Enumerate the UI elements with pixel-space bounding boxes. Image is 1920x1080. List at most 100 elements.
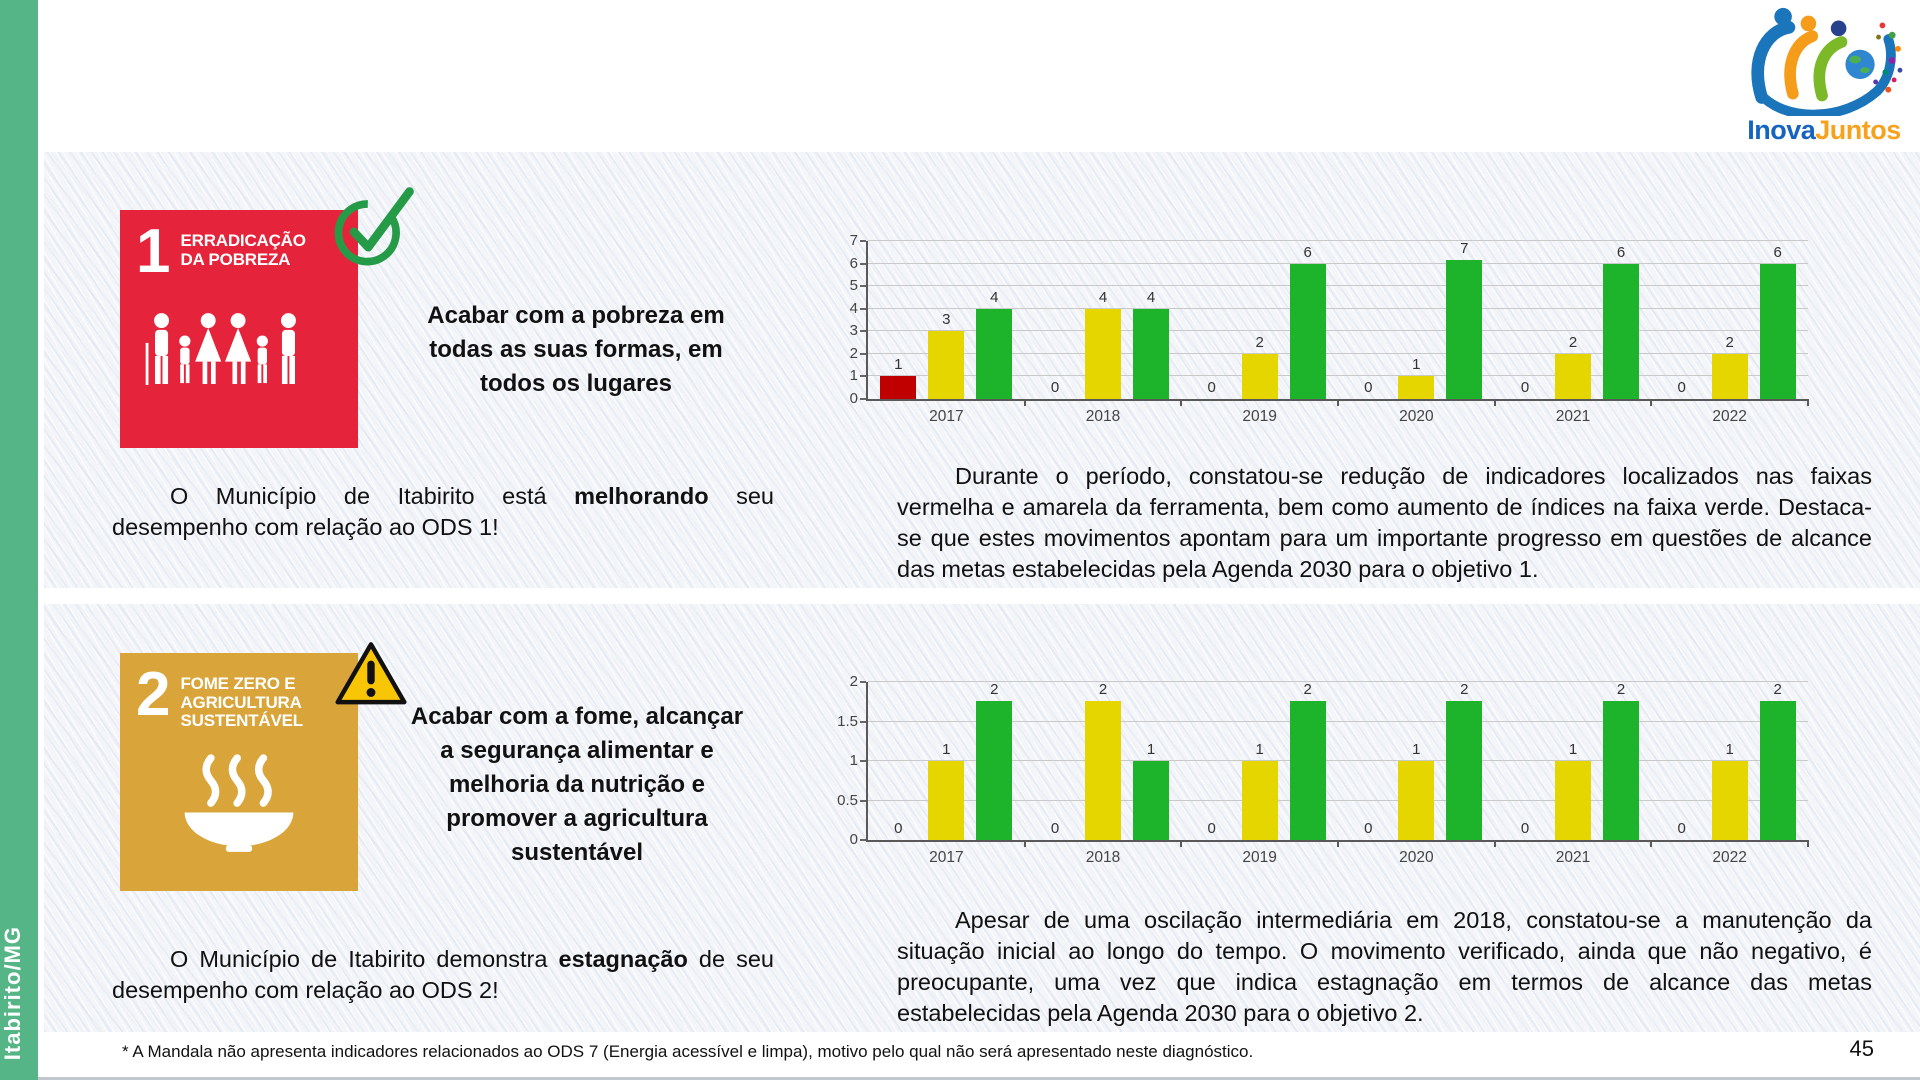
y-tick-label: 0.5	[837, 791, 858, 809]
bar-group: 0 2 1 2018	[1025, 681, 1182, 866]
faixa-vermelha-slot: 1	[880, 241, 917, 399]
bar-value-label: 2	[1098, 681, 1108, 698]
ods2-headline-line3: melhoria da nutrição e	[448, 771, 706, 798]
check-icon	[330, 180, 418, 281]
y-tick-mark	[860, 375, 866, 378]
sdg2-title-line1: FOME ZERO E	[180, 674, 296, 693]
sdg2-title-line2: AGRICULTURA	[180, 692, 302, 712]
gridline	[868, 285, 1808, 287]
bar-value-label: 0	[1207, 820, 1216, 837]
x-tick-label: 2020	[1399, 408, 1434, 425]
left-rail: Itabirito/MG	[0, 0, 38, 1080]
faixa-verde-slot: 2	[1446, 681, 1483, 840]
bar-value-label: 1	[1412, 356, 1421, 374]
sdg1-title-line1: ERRADICAÇÃO	[180, 231, 306, 250]
faixa-amarela-slot: 2	[1554, 241, 1591, 399]
ods2-chart-yaxis: 0 0.5 1 1.5 2	[818, 673, 866, 848]
x-tick-mark	[1337, 399, 1339, 406]
faixa-vermelha-slot: 0	[1350, 241, 1386, 399]
faixa-verde-bar	[1446, 701, 1483, 840]
faixa-verde-bar	[976, 701, 1013, 840]
faixa-verde-slot: 2	[1602, 682, 1639, 840]
faixa-vermelha-slot: 0	[1507, 241, 1543, 399]
sdg2-number: 2	[136, 660, 171, 729]
bar-value-label: 1	[1725, 741, 1734, 758]
ods2-summary: O Município de Itabirito demonstra estag…	[112, 944, 774, 1006]
faixa-verde-slot: 2	[976, 681, 1013, 840]
sdg2-badge: 2 FOME ZERO E AGRICULTURA SUSTENTÁVEL	[120, 653, 358, 891]
y-tick-label: 7	[849, 232, 858, 249]
faixa-amarela-bar	[1554, 353, 1591, 399]
bar-group: 0 1 7 2020	[1338, 240, 1495, 425]
faixa-verde-slot: 6	[1759, 241, 1796, 399]
ods1-headline-line1: Acabar com a pobreza em	[427, 302, 725, 329]
faixa-vermelha-slot: 0	[1507, 682, 1543, 840]
y-tick-mark	[860, 307, 866, 310]
bar-value-label: 2	[1460, 681, 1469, 698]
bar-value-label: 7	[1460, 240, 1469, 257]
faixa-verde-slot: 4	[976, 241, 1013, 399]
gridline	[868, 681, 1808, 682]
faixa-verde-bar	[976, 308, 1013, 399]
faixa-amarela-slot: 1	[1711, 682, 1748, 840]
y-tick-label: 4	[849, 299, 858, 317]
faixa-verde-bar	[1289, 263, 1326, 399]
faixa-vermelha-slot: 0	[880, 682, 916, 840]
faixa-verde-slot: 6	[1602, 241, 1639, 399]
ods2-summary-bold: estagnação	[558, 946, 688, 972]
bar-value-label: 0	[1677, 379, 1686, 396]
gridline	[868, 352, 1808, 354]
x-tick-mark	[1023, 399, 1026, 406]
y-tick-mark	[860, 285, 866, 288]
sdg2-pictogram	[120, 731, 358, 891]
x-tick-mark	[1650, 840, 1653, 847]
x-tick-mark	[1650, 399, 1653, 406]
gridline	[868, 330, 1808, 332]
ods2-summary-post: de seu desempenho com relação ao ODS 2!	[112, 946, 775, 1003]
sdg1-number: 1	[136, 217, 171, 286]
ods1-headline: Acabar com a pobreza em todas as suas fo…	[398, 299, 754, 401]
ods1-analysis: Durante o período, constatou-se redução …	[897, 463, 1872, 582]
x-tick-mark	[1180, 399, 1183, 406]
y-tick-mark	[860, 240, 866, 242]
bar-value-label: 4	[1146, 288, 1156, 306]
faixa-amarela-bar	[1398, 761, 1435, 840]
bar-group: 0 1 2 2019	[1181, 681, 1338, 866]
gridline	[868, 375, 1808, 377]
bar-value-label: 0	[1364, 820, 1373, 837]
faixa-amarela-bar	[1398, 376, 1435, 399]
ods2-headline-line4: promover a agricultura	[446, 805, 708, 832]
logo-word-inova: Inova	[1747, 115, 1816, 145]
faixa-amarela-bar	[1241, 353, 1278, 399]
ods2-analysis: Apesar de uma oscilação intermediária em…	[897, 907, 1872, 1026]
y-tick-mark	[860, 760, 866, 762]
bar-value-label: 1	[1568, 741, 1578, 758]
bar-value-label: 1	[942, 741, 951, 758]
bar-group: 0 1 2 2017	[868, 681, 1025, 866]
bar-group: 0 2 6 2019	[1181, 241, 1338, 425]
ods1-chart-plot: 1 3 4 2017 0 4 4 2018 0 2 6 2019 0 1 7 2020 0 2 6 2021 0 2 6 20…	[866, 240, 1809, 425]
y-tick-label: 0	[849, 831, 858, 848]
bar-value-label: 2	[1303, 681, 1312, 698]
bar-value-label: 2	[1725, 333, 1734, 351]
x-tick-mark	[1493, 399, 1496, 406]
faixa-vermelha-slot: 0	[1194, 682, 1230, 840]
ods1-summary-pre: O Município de Itabirito está	[170, 483, 575, 509]
faixa-vermelha-slot: 0	[1664, 682, 1700, 840]
y-tick-label: 2	[849, 673, 858, 690]
y-tick-label: 1	[849, 367, 858, 385]
y-tick-label: 0	[849, 390, 858, 407]
bar-value-label: 2	[1773, 681, 1782, 698]
faixa-amarela-slot: 2	[1241, 241, 1278, 399]
y-tick-mark	[860, 398, 866, 400]
faixa-verde-bar	[1132, 761, 1169, 840]
y-tick-mark	[860, 799, 866, 802]
faixa-amarela-bar	[928, 761, 965, 840]
faixa-amarela-bar	[928, 331, 965, 399]
x-tick-label: 2019	[1242, 849, 1277, 866]
faixa-verde-slot: 4	[1132, 241, 1169, 399]
bar-value-label: 2	[990, 681, 999, 698]
logo-word-juntos: Juntos	[1815, 115, 1901, 145]
y-tick-mark	[860, 262, 866, 265]
gridline	[868, 262, 1808, 264]
